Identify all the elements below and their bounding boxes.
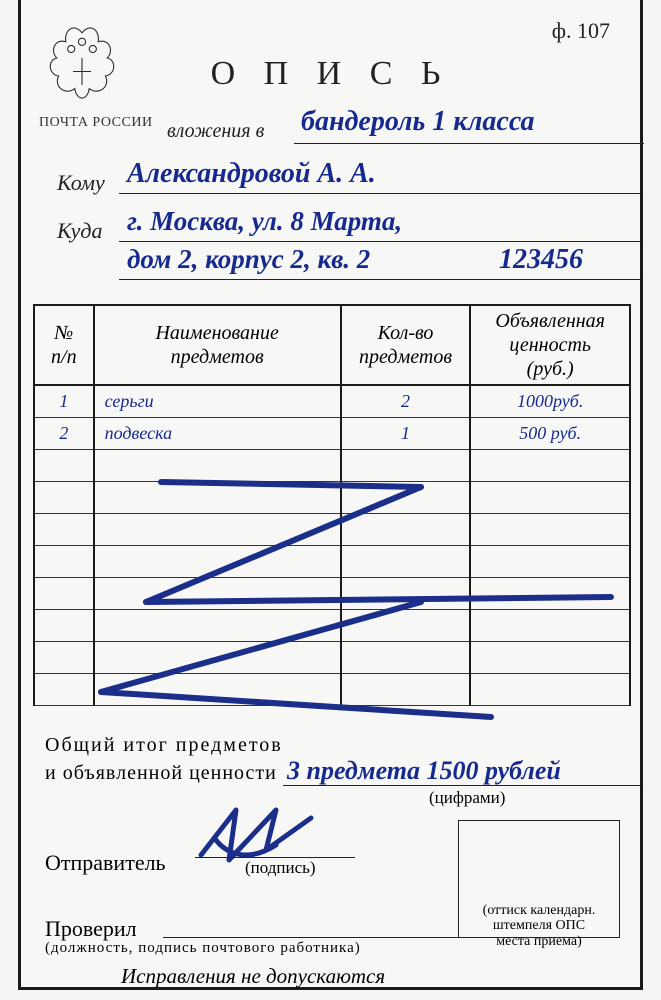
checker-row: Проверил (должность, подпись почтового р… [45, 916, 137, 942]
header-num: № п/п [34, 305, 94, 385]
stamp-box: (оттиск календарн. штемпеля ОПС места пр… [458, 820, 620, 938]
table-row-empty [34, 513, 630, 545]
address-label: Куда [57, 218, 103, 244]
cell-num: 1 [34, 385, 94, 417]
table-row-empty [34, 449, 630, 481]
table-row-empty [34, 609, 630, 641]
table-row-empty [34, 641, 630, 673]
table-row: 2подвеска1500 руб. [34, 417, 630, 449]
table-row-empty [34, 481, 630, 513]
recipient-value: Александровой А. А. [127, 158, 376, 190]
address-line2-value: дом 2, корпус 2, кв. 2 [127, 244, 370, 275]
items-table: № п/п Наименование предметов Кол-во пред… [33, 304, 631, 706]
table-header-row: № п/п Наименование предметов Кол-во пред… [34, 305, 630, 385]
recipient-label: Кому [57, 170, 105, 196]
form-border: ф. 107 ПОЧТА РОССИИ О П И С Ь вложения в… [18, 0, 643, 990]
header-qty: Кол-во предметов [341, 305, 471, 385]
stamp-line3: места приема) [459, 934, 619, 949]
sender-underline [195, 822, 355, 858]
cell-name: серьги [94, 385, 341, 417]
postcode-value: 123456 [499, 244, 583, 276]
header-value: Объявленная ценность (руб.) [470, 305, 630, 385]
cell-value: 500 руб. [470, 417, 630, 449]
cell-name: подвеска [94, 417, 341, 449]
checker-underline [163, 910, 463, 938]
no-corrections-note: Исправления не допускаются [121, 964, 385, 989]
table-row-empty [34, 577, 630, 609]
post-russia-label: ПОЧТА РОССИИ [39, 115, 153, 131]
address-line1-value: г. Москва, ул. 8 Марта, [127, 206, 402, 237]
table-row-empty [34, 673, 630, 705]
totals-label-2: и объявленной ценности [45, 762, 277, 785]
stamp-line2: штемпеля ОПС [459, 918, 619, 933]
table-row: 1серьги21000руб. [34, 385, 630, 417]
document-title: О П И С Ь [21, 55, 640, 93]
cell-value: 1000руб. [470, 385, 630, 417]
checker-sublabel: (должность, подпись почтового работника) [45, 940, 465, 957]
stamp-line1: (оттиск календарн. [459, 903, 619, 918]
enclosure-label: вложения в [167, 120, 264, 143]
cell-qty: 1 [341, 417, 471, 449]
sender-row: Отправитель (подпись) [45, 850, 166, 876]
cell-qty: 2 [341, 385, 471, 417]
package-type-value: бандероль 1 класса [301, 106, 535, 138]
totals-value: 3 предмета 1500 рублей [287, 756, 561, 786]
sender-label: Отправитель [45, 850, 166, 875]
totals-label-1: Общий итог предметов [45, 734, 283, 757]
totals-sublabel: (цифрами) [429, 788, 505, 808]
sender-sublabel: (подпись) [245, 858, 316, 878]
table-row-empty [34, 545, 630, 577]
header-name: Наименование предметов [94, 305, 341, 385]
form-number: ф. 107 [552, 18, 610, 44]
checker-label: Проверил [45, 916, 137, 941]
cell-num: 2 [34, 417, 94, 449]
